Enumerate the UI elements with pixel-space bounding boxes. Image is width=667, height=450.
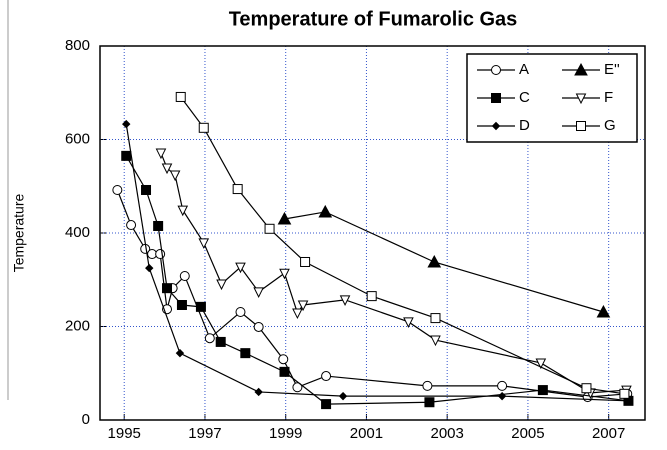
data-point (321, 371, 332, 382)
data-point (232, 184, 243, 195)
plot-frame (99, 45, 646, 421)
data-point (153, 220, 164, 231)
data-point (253, 287, 264, 299)
x-tick-label: 1997 (188, 425, 221, 442)
data-point (204, 333, 215, 344)
legend-label: C (519, 89, 530, 106)
data-point (300, 256, 311, 267)
data-point (427, 254, 442, 268)
data-point (240, 348, 251, 359)
data-point (581, 383, 592, 394)
data-point (162, 283, 173, 294)
data-point (198, 238, 210, 249)
data-point (161, 163, 173, 175)
data-point (126, 220, 137, 231)
series-line (284, 211, 604, 313)
data-point (424, 397, 435, 408)
data-point (318, 204, 333, 218)
data-point (155, 148, 167, 160)
y-tick-label: 400 (65, 224, 90, 241)
data-point (215, 336, 226, 347)
data-point (235, 307, 246, 318)
data-point (430, 335, 441, 347)
legend-marker (574, 62, 588, 76)
legend-label: A (519, 61, 529, 78)
series-line (125, 123, 628, 402)
x-tick-label: 2003 (430, 425, 463, 442)
x-tick-label: 1995 (108, 425, 141, 442)
x-tick-label: 2005 (511, 425, 544, 442)
legend-label: D (519, 117, 530, 134)
data-point (264, 223, 275, 234)
data-point (278, 354, 289, 365)
data-point (403, 317, 414, 328)
data-point (155, 249, 166, 260)
data-point (176, 299, 187, 310)
legend-marker (491, 65, 501, 75)
y-tick-label: 600 (65, 130, 90, 147)
data-point (619, 388, 630, 399)
data-point (339, 295, 351, 306)
y-tick-label: 200 (65, 317, 90, 334)
data-point (297, 300, 309, 312)
data-point (366, 291, 377, 302)
x-tick-label: 2001 (350, 425, 383, 442)
data-point (292, 308, 303, 320)
data-point (292, 382, 303, 393)
data-point (177, 205, 189, 217)
data-point (122, 119, 131, 129)
data-point (179, 271, 190, 282)
legend-label: G (604, 117, 616, 134)
data-point (169, 170, 181, 182)
data-point (497, 391, 507, 401)
data-point (430, 313, 441, 324)
legend-label: E'' (604, 61, 620, 78)
data-point (235, 262, 246, 274)
data-point (216, 279, 227, 291)
data-point (537, 385, 548, 396)
data-point (321, 399, 332, 410)
data-point (277, 211, 292, 225)
legend-marker (491, 93, 501, 103)
legend-marker (576, 121, 586, 131)
y-axis-label: Temperature (11, 193, 27, 272)
data-point (112, 184, 123, 195)
data-point (623, 396, 632, 406)
data-point (338, 391, 348, 401)
data-point (175, 348, 185, 358)
data-point (175, 91, 186, 102)
data-point (254, 387, 263, 397)
legend-label: F (604, 89, 613, 106)
data-point (141, 184, 152, 195)
legend-marker (575, 93, 587, 105)
series-line (160, 152, 627, 394)
y-tick-label: 800 (65, 37, 90, 54)
x-tick-label: 2007 (592, 425, 625, 442)
chart-title: Temperature of Fumarolic Gas (229, 8, 518, 30)
data-point (596, 304, 611, 318)
data-point (279, 366, 290, 377)
y-tick-label: 0 (82, 411, 90, 428)
legend-marker (491, 121, 501, 131)
data-point (253, 321, 264, 332)
data-point (279, 268, 290, 280)
data-point (422, 380, 433, 391)
series-line (125, 155, 629, 405)
data-point (497, 380, 508, 391)
data-point (121, 150, 132, 161)
data-point (145, 263, 154, 273)
data-point (195, 301, 206, 312)
data-point (198, 122, 209, 133)
data-point (535, 358, 547, 370)
x-tick-label: 1999 (269, 425, 302, 442)
